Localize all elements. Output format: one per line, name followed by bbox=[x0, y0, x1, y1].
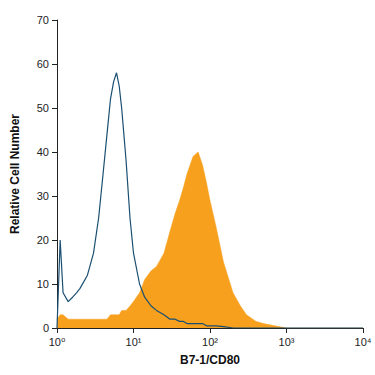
svg-text:40: 40 bbox=[37, 146, 49, 158]
svg-text:B7-1/CD80: B7-1/CD80 bbox=[180, 353, 240, 367]
svg-text:10²: 10² bbox=[202, 336, 218, 348]
svg-text:10: 10 bbox=[37, 278, 49, 290]
svg-text:60: 60 bbox=[37, 58, 49, 70]
svg-text:10⁰: 10⁰ bbox=[49, 336, 66, 348]
svg-text:Relative Cell Number: Relative Cell Number bbox=[8, 114, 22, 234]
svg-text:20: 20 bbox=[37, 234, 49, 246]
svg-text:30: 30 bbox=[37, 190, 49, 202]
svg-text:50: 50 bbox=[37, 102, 49, 114]
svg-text:10¹: 10¹ bbox=[126, 336, 142, 348]
svg-text:70: 70 bbox=[37, 14, 49, 26]
svg-text:10⁴: 10⁴ bbox=[355, 336, 372, 348]
svg-text:0: 0 bbox=[43, 322, 49, 334]
svg-text:10³: 10³ bbox=[279, 336, 295, 348]
